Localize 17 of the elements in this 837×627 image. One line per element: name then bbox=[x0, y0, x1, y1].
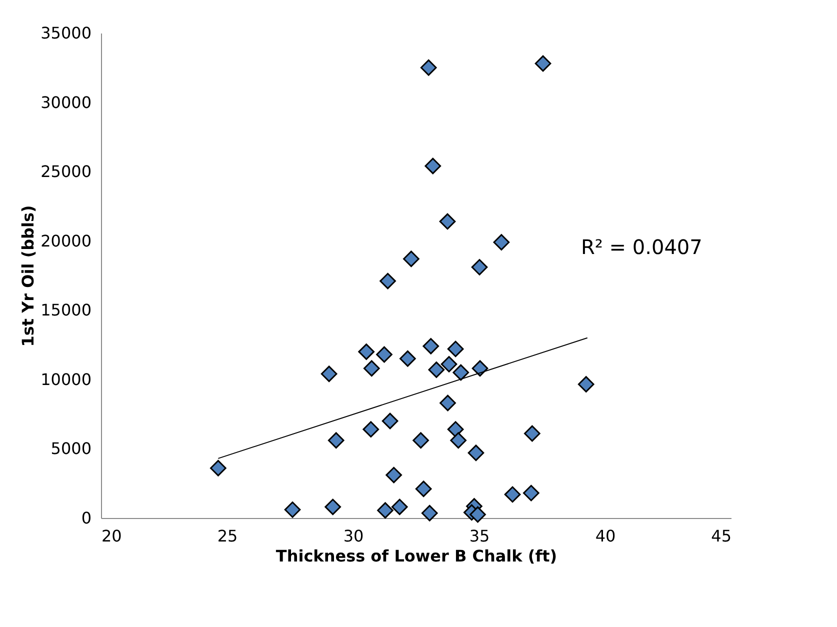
y-axis-title: 1st Yr Oil (bbls) bbox=[18, 205, 38, 347]
x-tick-label: 30 bbox=[343, 526, 364, 546]
x-axis-title: Thickness of Lower B Chalk (ft) bbox=[276, 546, 558, 566]
y-tick-label: 15000 bbox=[40, 300, 92, 320]
y-tick-label: 5000 bbox=[50, 439, 92, 458]
x-tick-label: 45 bbox=[711, 526, 732, 546]
y-tick-label: 10000 bbox=[40, 370, 92, 389]
y-tick-label: 20000 bbox=[40, 231, 92, 250]
y-tick-label: 35000 bbox=[40, 24, 92, 42]
x-tick-label: 20 bbox=[102, 526, 122, 546]
y-tick-label: 25000 bbox=[40, 162, 92, 182]
x-tick-label: 25 bbox=[217, 526, 238, 546]
x-tick-label: 40 bbox=[595, 526, 616, 546]
y-tick-label: 30000 bbox=[40, 92, 92, 112]
y-tick-label: 0 bbox=[81, 508, 92, 528]
annotation: R² = 0.0407 bbox=[581, 235, 702, 259]
x-tick-label: 35 bbox=[469, 526, 490, 546]
